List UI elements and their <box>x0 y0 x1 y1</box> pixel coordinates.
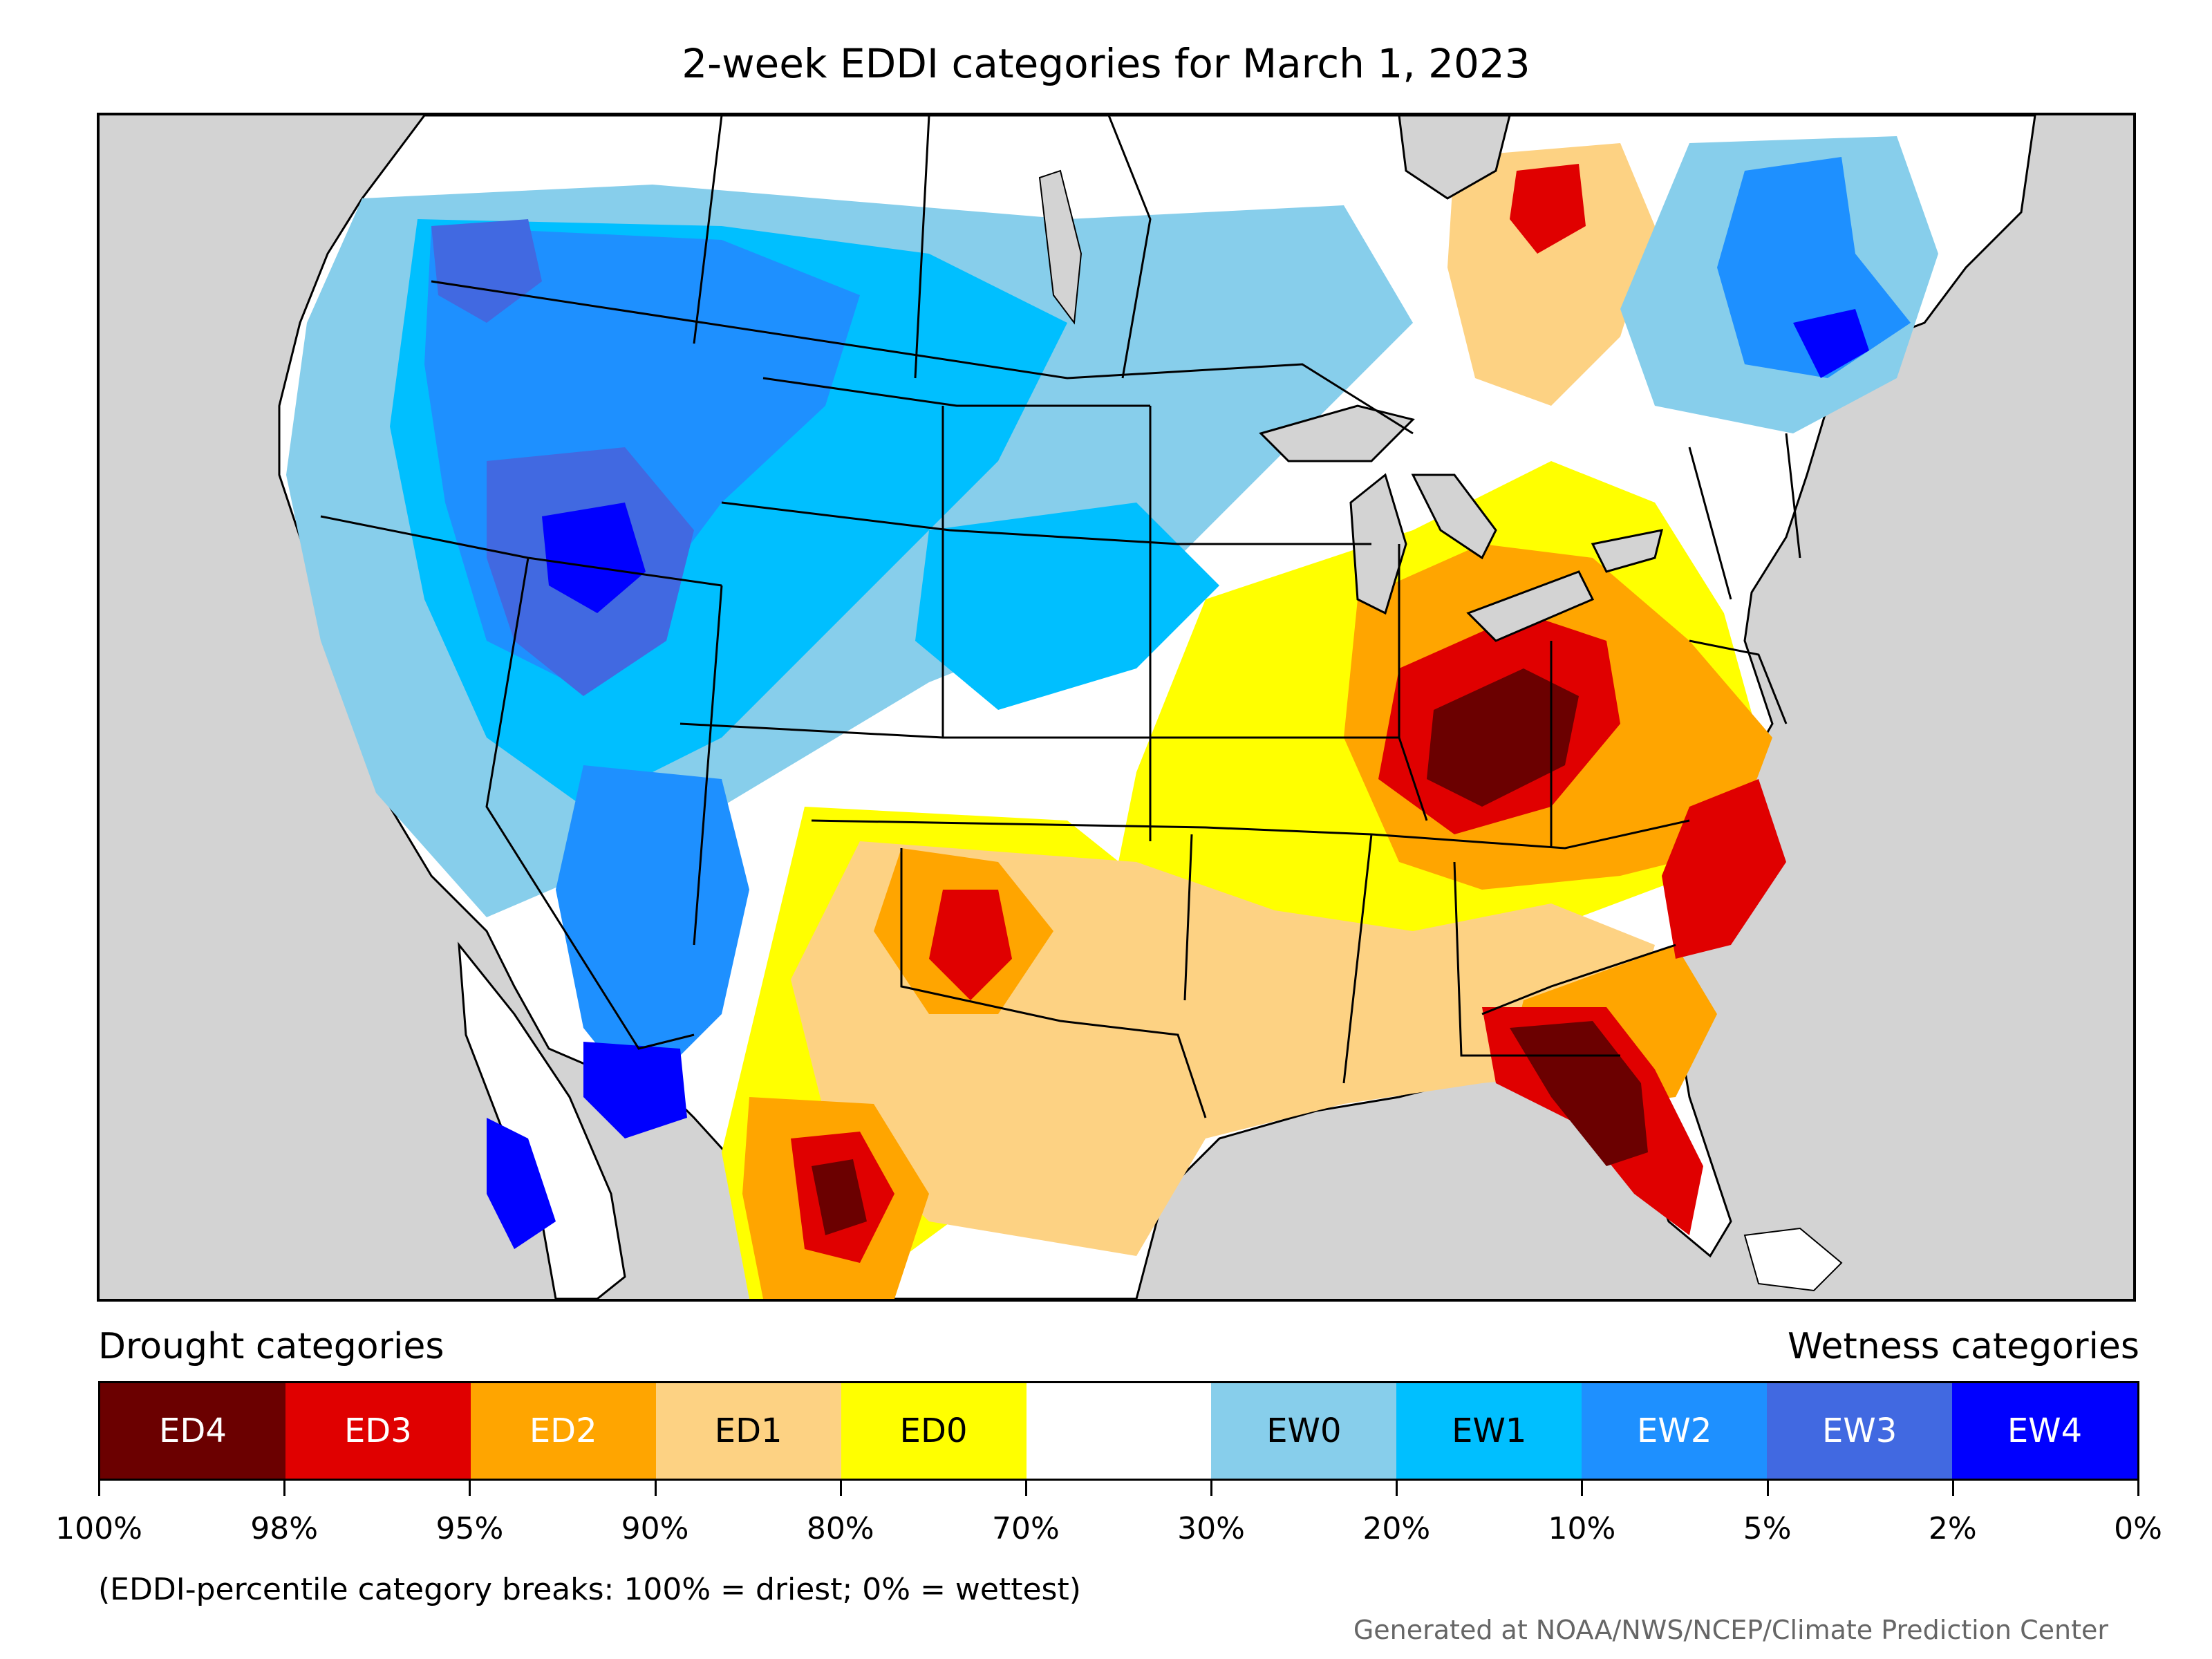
colorbar-tick <box>839 1481 842 1496</box>
land-baja <box>458 941 626 1299</box>
legend-cell: EW4 <box>1952 1383 2137 1479</box>
region-ed4-texas <box>812 1159 867 1235</box>
legend-cell: ED1 <box>655 1383 841 1479</box>
category-colorbar: ED4 ED3 ED2 ED1 ED0 EW0 EW1 EW2 EW3 EW4 <box>98 1381 2139 1481</box>
colorbar-tick-label: 10% <box>1548 1511 1616 1546</box>
lake-winnipeg <box>1038 169 1082 325</box>
hudson-bay <box>1398 115 1511 200</box>
region-ew4-mexico <box>487 1042 687 1249</box>
colorbar-tick <box>98 1481 100 1496</box>
colorbar-tick-label: 0% <box>2114 1511 2162 1546</box>
wetness-heading: Wetness categories <box>1788 1326 2139 1367</box>
colorbar-tick <box>1024 1481 1027 1496</box>
drought-heading: Drought categories <box>98 1326 444 1367</box>
colorbar-tick <box>1581 1481 1584 1496</box>
map-canvas <box>278 115 2036 1299</box>
region-ed1-quebec <box>1447 143 1655 406</box>
colorbar-tick-label: 30% <box>1177 1511 1245 1546</box>
colorbar-tick <box>469 1481 471 1496</box>
region-ew3-northwest <box>431 219 542 323</box>
region-ew4-nevada <box>542 503 646 613</box>
great-lakes <box>1259 404 1664 642</box>
region-ew1-plains <box>915 503 1219 710</box>
colorbar-tick <box>1396 1481 1398 1496</box>
colorbar-tick-label: 2% <box>1928 1511 1977 1546</box>
colorbar-tick-label: 5% <box>1743 1511 1792 1546</box>
colorbar-tick <box>654 1481 657 1496</box>
colorbar-tick <box>1951 1481 1954 1496</box>
region-ew4-quebec <box>1793 309 1869 378</box>
credit-line: Generated at NOAA/NWS/NCEP/Climate Predi… <box>1353 1615 2108 1645</box>
colorbar-tick <box>2137 1481 2139 1496</box>
region-ew2-quebec <box>1717 157 1911 378</box>
legend-cell: EW3 <box>1767 1383 1953 1479</box>
legend-cell <box>1026 1383 1212 1479</box>
legend-cell: EW2 <box>1582 1383 1768 1479</box>
colorbar-tick-label: 90% <box>621 1511 689 1546</box>
colorbar-tick <box>283 1481 286 1496</box>
colorbar-tick <box>1210 1481 1213 1496</box>
colorbar-tick-label: 80% <box>806 1511 874 1546</box>
legend-cell: ED4 <box>100 1383 285 1479</box>
map-title: 2-week EDDI categories for March 1, 2023 <box>682 40 1530 87</box>
political-borders <box>320 115 1801 1118</box>
legend-cell: EW1 <box>1396 1383 1582 1479</box>
region-ed3-quebec <box>1510 164 1586 254</box>
legend-cell: ED0 <box>841 1383 1027 1479</box>
colorbar-tick-label: 95% <box>435 1511 504 1546</box>
colorbar-tick-label: 20% <box>1362 1511 1431 1546</box>
category-note: (EDDI-percentile category breaks: 100% =… <box>98 1572 1081 1607</box>
legend-cell: ED3 <box>285 1383 471 1479</box>
region-ed4-kentucky <box>1427 668 1579 807</box>
legend-cell: EW0 <box>1211 1383 1397 1479</box>
region-ed4-florida <box>1510 1021 1648 1166</box>
legend-cell: ED2 <box>470 1383 656 1479</box>
colorbar-tick-label: 70% <box>992 1511 1060 1546</box>
region-ed3-carolinas <box>1662 779 1786 959</box>
colorbar-tick <box>1766 1481 1769 1496</box>
land-caribbean <box>1743 1227 1843 1292</box>
map-panel <box>97 113 2136 1302</box>
colorbar-tick-label: 100% <box>55 1511 142 1546</box>
colorbar-tick-label: 98% <box>250 1511 319 1546</box>
